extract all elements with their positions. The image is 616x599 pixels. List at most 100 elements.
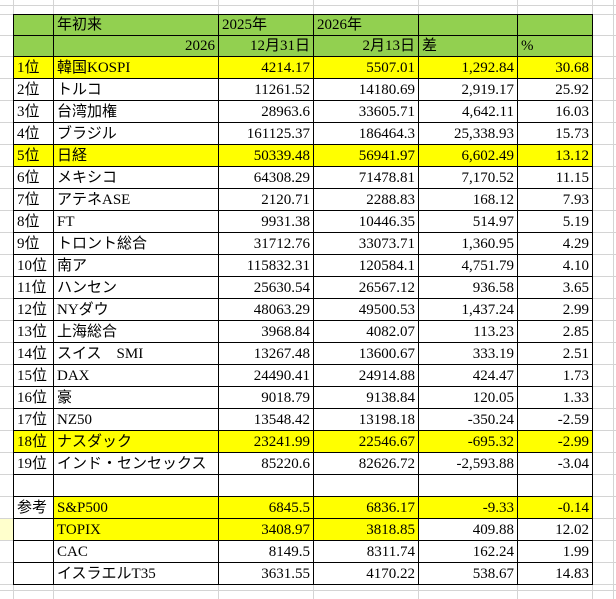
cell-rank[interactable]: 5位 [13,144,54,167]
cell-rank[interactable]: 11位 [13,276,54,299]
cell-name[interactable]: 豪 [53,386,219,409]
cell-name[interactable]: S&P500 [53,496,219,519]
cell-name[interactable]: トロント総合 [53,232,219,255]
cell-2025[interactable]: 3408.97 [218,518,314,541]
cell-pct[interactable]: 1.73 [517,364,593,387]
cell-2025[interactable]: 4214.17 [218,56,314,79]
cell-diff[interactable]: 409.88 [418,518,518,541]
cell-2025[interactable]: 25630.54 [218,276,314,299]
cell-diff[interactable]: 936.58 [418,276,518,299]
cell-pct[interactable]: -2.59 [517,408,593,431]
cell-rank[interactable]: 12位 [13,298,54,321]
header-diff-label[interactable]: 差 [418,35,518,57]
cell-rank[interactable]: 17位 [13,408,54,431]
cell-diff[interactable]: 4,751.79 [418,254,518,277]
cell-name[interactable]: スイス SMI [53,342,219,365]
cell-pct[interactable]: -0.14 [517,496,593,519]
cell-rank[interactable]: 1位 [13,56,54,79]
cell-rank[interactable] [13,474,54,497]
cell-name[interactable]: アテネASE [53,188,219,211]
cell-pct[interactable]: 11.15 [517,166,593,189]
cell-2026[interactable]: 13600.67 [313,342,419,365]
cell-diff[interactable]: 424.47 [418,364,518,387]
cell-diff[interactable]: 514.97 [418,210,518,233]
cell-rank[interactable]: 6位 [13,166,54,189]
cell-2025[interactable]: 3968.84 [218,320,314,343]
cell-2026[interactable]: 8311.74 [313,540,419,563]
cell-rank[interactable]: 7位 [13,188,54,211]
cell-pct[interactable]: 13.12 [517,144,593,167]
cell-2026[interactable]: 71478.81 [313,166,419,189]
cell-diff[interactable]: 538.67 [418,562,518,585]
header-rank-blank[interactable] [13,14,54,36]
cell-2026[interactable]: 24914.88 [313,364,419,387]
cell-diff[interactable]: 6,602.49 [418,144,518,167]
cell-pct[interactable]: 12.02 [517,518,593,541]
cell-name[interactable]: DAX [53,364,219,387]
cell-diff[interactable]: 162.24 [418,540,518,563]
cell-rank[interactable]: 参考 [13,496,54,519]
cell-rank[interactable]: 13位 [13,320,54,343]
cell-rank[interactable]: 15位 [13,364,54,387]
cell-diff[interactable] [418,474,518,497]
header-year-2026[interactable]: 2026年 [313,14,419,36]
header-pct-label[interactable]: % [517,35,593,57]
cell-name[interactable] [53,474,219,497]
cell-2026[interactable]: 13198.18 [313,408,419,431]
cell-rank[interactable] [13,518,54,541]
cell-2025[interactable]: 64308.29 [218,166,314,189]
cell-pct[interactable]: 14.83 [517,562,593,585]
cell-rank[interactable] [13,540,54,563]
header-diff-blank[interactable] [418,14,518,36]
cell-pct[interactable]: 4.10 [517,254,593,277]
cell-name[interactable]: NZ50 [53,408,219,431]
cell-2026[interactable]: 9138.84 [313,386,419,409]
cell-pct[interactable]: 4.29 [517,232,593,255]
cell-name[interactable]: ブラジル [53,122,219,145]
cell-diff[interactable]: 333.19 [418,342,518,365]
cell-diff[interactable]: 25,338.93 [418,122,518,145]
cell-2026[interactable] [313,474,419,497]
cell-pct[interactable]: 2.51 [517,342,593,365]
cell-pct[interactable]: 3.65 [517,276,593,299]
cell-name[interactable]: 台湾加権 [53,100,219,123]
cell-pct[interactable]: 5.19 [517,210,593,233]
cell-2025[interactable]: 28963.6 [218,100,314,123]
cell-2026[interactable]: 4170.22 [313,562,419,585]
cell-2026[interactable]: 22546.67 [313,430,419,453]
cell-rank[interactable]: 19位 [13,452,54,475]
cell-diff[interactable]: -350.24 [418,408,518,431]
cell-name[interactable]: メキシコ [53,166,219,189]
cell-2025[interactable]: 13267.48 [218,342,314,365]
cell-2025[interactable]: 161125.37 [218,122,314,145]
header-ytd-label[interactable]: 年初来 [53,14,219,36]
cell-diff[interactable]: 1,437.24 [418,298,518,321]
cell-diff[interactable]: 4,642.11 [418,100,518,123]
cell-name[interactable]: 南ア [53,254,219,277]
cell-diff[interactable]: 1,360.95 [418,232,518,255]
cell-rank[interactable]: 2位 [13,78,54,101]
cell-diff[interactable]: 1,292.84 [418,56,518,79]
cell-rank[interactable]: 18位 [13,430,54,453]
cell-rank[interactable]: 14位 [13,342,54,365]
header-date-dec31[interactable]: 12月31日 [218,35,314,57]
cell-diff[interactable]: 2,919.17 [418,78,518,101]
cell-name[interactable]: CAC [53,540,219,563]
cell-pct[interactable]: 25.92 [517,78,593,101]
cell-name[interactable]: イスラエルT35 [53,562,219,585]
cell-2025[interactable] [218,474,314,497]
cell-name[interactable]: TOPIX [53,518,219,541]
cell-name[interactable]: 韓国KOSPI [53,56,219,79]
cell-pct[interactable]: 2.85 [517,320,593,343]
cell-2026[interactable]: 14180.69 [313,78,419,101]
cell-2026[interactable]: 6836.17 [313,496,419,519]
header-pct-blank[interactable] [517,14,593,36]
cell-rank[interactable]: 3位 [13,100,54,123]
cell-2026[interactable]: 26567.12 [313,276,419,299]
cell-2025[interactable]: 31712.76 [218,232,314,255]
cell-2026[interactable]: 33073.71 [313,232,419,255]
cell-2025[interactable]: 9018.79 [218,386,314,409]
cell-diff[interactable]: 120.05 [418,386,518,409]
cell-pct[interactable]: -3.04 [517,452,593,475]
cell-2026[interactable]: 10446.35 [313,210,419,233]
